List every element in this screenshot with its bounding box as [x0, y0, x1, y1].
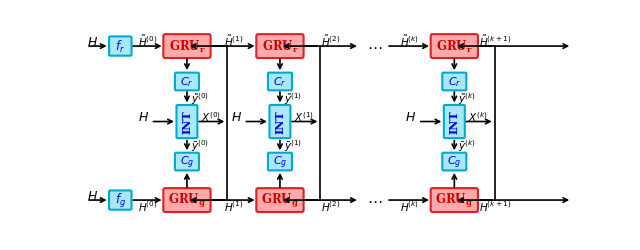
FancyBboxPatch shape	[442, 73, 467, 91]
Text: $\tilde{H}^{(k)}$: $\tilde{H}^{(k)}$	[400, 34, 419, 49]
FancyBboxPatch shape	[268, 153, 292, 171]
Text: $\tilde{H}^{(k+1)}$: $\tilde{H}^{(k+1)}$	[479, 34, 512, 49]
Text: $C_g$: $C_g$	[180, 154, 194, 170]
Text: $X^{(0)}$: $X^{(0)}$	[201, 110, 221, 124]
Text: INT: INT	[182, 110, 193, 134]
FancyBboxPatch shape	[256, 188, 303, 212]
Text: $\cdots$: $\cdots$	[367, 40, 382, 54]
FancyBboxPatch shape	[163, 188, 211, 212]
Text: $\bar{H}^{(k+1)}$: $\bar{H}^{(k+1)}$	[479, 199, 512, 214]
Text: GRU$_\mathregular{g}$: GRU$_\mathregular{g}$	[435, 191, 473, 209]
FancyBboxPatch shape	[109, 37, 132, 56]
FancyBboxPatch shape	[442, 153, 467, 171]
Text: $\tilde{y}^{(1)}$: $\tilde{y}^{(1)}$	[284, 90, 302, 106]
Text: $H$: $H$	[405, 111, 417, 124]
Text: $\tilde{y}^{(k)}$: $\tilde{y}^{(k)}$	[458, 90, 476, 106]
Text: $\bar{H}^{(0)}$: $\bar{H}^{(0)}$	[138, 199, 157, 214]
Text: INT: INT	[275, 110, 285, 134]
Text: $C_g$: $C_g$	[447, 154, 461, 170]
FancyBboxPatch shape	[431, 188, 478, 212]
FancyBboxPatch shape	[175, 153, 199, 171]
Text: $\tilde{y}^{(0)}$: $\tilde{y}^{(0)}$	[191, 90, 209, 106]
Text: $C_g$: $C_g$	[273, 154, 287, 170]
FancyBboxPatch shape	[109, 191, 132, 210]
Text: GRU$_\mathregular{g}$: GRU$_\mathregular{g}$	[168, 191, 206, 209]
FancyBboxPatch shape	[269, 106, 291, 138]
Text: $\bar{y}^{(k)}$: $\bar{y}^{(k)}$	[458, 138, 476, 154]
Text: $C_r$: $C_r$	[180, 75, 194, 89]
Text: $\bar{H}^{(2)}$: $\bar{H}^{(2)}$	[321, 199, 340, 214]
Text: GRU$_\mathregular{r}$: GRU$_\mathregular{r}$	[436, 39, 472, 55]
FancyBboxPatch shape	[256, 35, 303, 59]
Text: $\tilde{H}^{(1)}$: $\tilde{H}^{(1)}$	[223, 34, 243, 49]
Text: $H$: $H$	[87, 36, 98, 49]
Text: $H$: $H$	[231, 111, 242, 124]
Text: $H$: $H$	[138, 111, 149, 124]
Text: $C_r$: $C_r$	[273, 75, 287, 89]
Text: $X^{(k)}$: $X^{(k)}$	[468, 110, 488, 124]
Text: $C_r$: $C_r$	[447, 75, 461, 89]
FancyBboxPatch shape	[444, 106, 465, 138]
FancyBboxPatch shape	[177, 106, 197, 138]
Text: $\tilde{H}^{(2)}$: $\tilde{H}^{(2)}$	[321, 34, 340, 49]
Text: $X^{(1)}$: $X^{(1)}$	[294, 110, 314, 124]
Text: GRU$_\mathregular{r}$: GRU$_\mathregular{r}$	[262, 39, 298, 55]
Text: $\bar{H}^{(1)}$: $\bar{H}^{(1)}$	[223, 199, 243, 214]
Text: $\bar{H}^{(k)}$: $\bar{H}^{(k)}$	[400, 199, 419, 214]
FancyBboxPatch shape	[431, 35, 478, 59]
FancyBboxPatch shape	[268, 73, 292, 91]
FancyBboxPatch shape	[175, 73, 199, 91]
FancyBboxPatch shape	[163, 35, 211, 59]
Text: $\bar{y}^{(0)}$: $\bar{y}^{(0)}$	[191, 138, 209, 154]
Text: GRU$_\mathregular{g}$: GRU$_\mathregular{g}$	[261, 191, 299, 209]
Text: $f_r$: $f_r$	[115, 39, 125, 55]
Text: $\cdots$: $\cdots$	[367, 193, 382, 207]
Text: $f_g$: $f_g$	[115, 191, 126, 209]
Text: $\tilde{H}^{(0)}$: $\tilde{H}^{(0)}$	[138, 34, 157, 49]
Text: $H$: $H$	[87, 189, 98, 202]
Text: $\bar{y}^{(1)}$: $\bar{y}^{(1)}$	[284, 138, 302, 154]
Text: GRU$_\mathregular{r}$: GRU$_\mathregular{r}$	[169, 39, 205, 55]
Text: INT: INT	[449, 110, 460, 134]
